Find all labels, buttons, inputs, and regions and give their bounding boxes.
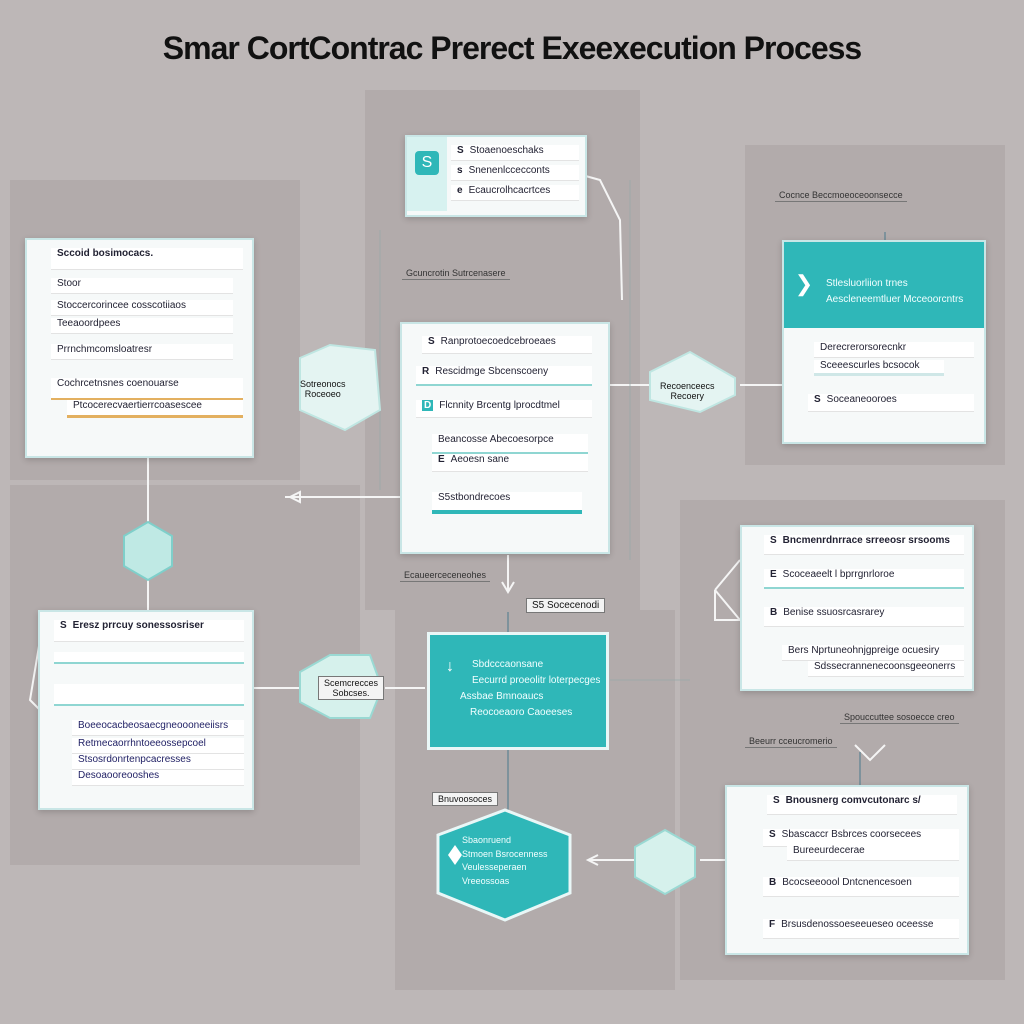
center-bottom-label: Ecaueerceceneohes: [400, 570, 491, 582]
top-card[interactable]: S S Stoaenoeschaks s Snenenlccecconts e Eca…: [405, 135, 587, 217]
top-card-row-3: e Ecaucrolhcacrtces: [451, 185, 579, 201]
center-row-4: Beancosse Abecoesorpce: [432, 434, 588, 454]
s-arrow-icon: ↓: [446, 658, 454, 675]
center-row-1: S Ranprotoecoedcebroeaes: [422, 336, 592, 354]
right-mid-row-4: Bers Nprtuneohnjgpreige ocuesiry: [782, 645, 964, 661]
left-top-header: Sccoid bosimocacs.: [51, 248, 243, 270]
right-bottom-row-4: F Brsusdenossoeseeueseo oceesse: [763, 919, 959, 939]
right-bottom-row-2: Bureeurdecerae: [787, 845, 959, 861]
center-row-3: D Flcnnity Brcentg lprocdtmel: [416, 400, 592, 418]
center-row-2: R Rescidmge Sbcenscoeny: [416, 366, 592, 386]
left-mid-row-4: Desoaooreooshes: [72, 770, 244, 786]
right-top-card[interactable]: ❯ Stlesluorliion trnes Aescleneemtluer M…: [782, 240, 986, 444]
left-mid-band-2: [54, 684, 244, 706]
left-top-row-1: Stoor: [51, 278, 233, 294]
teal-center-line4: Reocoeaoro Caoeeses: [470, 707, 573, 718]
center-card[interactable]: S Ranprotoecoedcebroeaes R Rescidmge Sbcen…: [400, 322, 610, 554]
center-row-5: E Aeoesn sane: [432, 454, 588, 472]
right-bottom-card[interactable]: S Bnousnerg comvcutonarc s/ S Sbascaccr Bs…: [725, 785, 969, 955]
left-top-row-4: Prrnchmcomsloatresr: [51, 344, 233, 360]
hex-bottom-text: Sbaonruend Stmoen Bsrocenness Veulessepe…: [462, 835, 548, 886]
right-bottom-side-label: Beeurr cceucromerio: [745, 736, 837, 748]
right-mid-row-1: S Bncmenrdnrrace srreeosr srsooms: [764, 535, 964, 555]
right-mid-row-2: E Scoceaeelt l bprrgnrloroe: [764, 569, 964, 589]
center-teal-card[interactable]: ↓ Sbdcccaonsane Eecurrd proeolitr loterp…: [427, 632, 609, 750]
top-card-row-2: s Snenenlccecconts: [451, 165, 579, 181]
left-mid-card[interactable]: S Eresz prrcuy sonessosriser Boeeocacbeos…: [38, 610, 254, 810]
hexagon-node-center-right: [649, 350, 736, 414]
right-bottom-label: Spouccuttee sosoecce creo: [840, 712, 959, 724]
teal-center-line3: Assbae Bmnoaucs: [460, 691, 544, 702]
right-top-teal-line1: Stlesluorliion trnes: [826, 278, 908, 289]
hexagon-node-center-left: [299, 343, 382, 432]
left-mid-connector-box: Scemcrecces Sobcses.: [318, 676, 385, 700]
right-mid-row-5: Sdssecrannenecoonsgeeonerrs: [808, 661, 964, 677]
hexagon-node-left: [123, 520, 173, 582]
right-connector-box: Recoenceecs Recoery: [660, 381, 715, 401]
center-step-tag[interactable]: S5 Socecenodi: [526, 598, 606, 613]
right-mid-row-3: B Benise ssuosrcasrarey: [764, 607, 964, 627]
right-mid-card[interactable]: S Bncmenrdnrrace srreeosr srsooms E Scocea…: [740, 525, 974, 691]
page-title: Smar CortContrac Prerect Exeexecution Pr…: [162, 30, 862, 66]
left-mid-header: S Eresz prrcuy sonessosriser: [54, 620, 244, 642]
top-card-row-1: S Stoaenoeschaks: [451, 145, 579, 161]
right-top-teal-line2: Aescleneemtluer Mcceoorcntrs: [826, 294, 964, 305]
left-mid-row-3: Stsosrdonrtenpcacresses: [72, 754, 244, 770]
left-top-card[interactable]: Sccoid bosimocacs. Stoor Stoccercorincee…: [25, 238, 254, 458]
hexagon-bottom-center: [436, 808, 572, 922]
center-row-6: S5stbondrecoes: [432, 492, 582, 514]
hexagon-node-bottom-right: [634, 828, 696, 896]
top-center-label: Gcuncrotin Sutrcenasere: [402, 268, 510, 280]
left-mid-row-1: Boeeocacbeosaecgneoooneeiisrs: [72, 720, 244, 736]
top-card-icon-block: S: [407, 137, 447, 211]
right-top-row-2: Sceeescurles bcsocok: [814, 360, 944, 376]
left-mid-band-1: [54, 652, 244, 664]
teal-center-line2: Eecurrd proeolitr loterpecges: [472, 675, 601, 686]
right-top-teal-header: ❯ Stlesluorliion trnes Aescleneemtluer M…: [784, 242, 984, 328]
left-top-row-2: Stoccercorincee cosscotiiaos: [51, 300, 233, 316]
teal-center-line1: Sbdcccaonsane: [472, 659, 544, 670]
hex-bottom-label: Bnuvoosoces: [432, 792, 499, 806]
right-top-row-1: Derecrerorsorecnkr: [814, 342, 974, 358]
right-bottom-row-3: B Bcocseeoool Dntcnencesoen: [763, 877, 959, 897]
arrow-right-icon: ❯: [794, 271, 814, 296]
left-top-row-6: Ptcocerecvaertierrcoasescee: [67, 400, 243, 418]
right-bottom-header: S Bnousnerg comvcutonarc s/: [767, 795, 957, 815]
left-top-row-5: Cochrcetnsnes coenouarse: [51, 378, 243, 400]
left-top-row-3: Teeaoordpees: [51, 318, 233, 334]
right-top-row-3: S Soceaneooroes: [808, 394, 974, 412]
left-connector-box: Sotreonocs Roceoeo: [300, 379, 346, 399]
right-top-label: Cocnce Beccmoeoceoonsecce: [775, 190, 907, 202]
left-mid-row-2: Retmecaorrhntoeeossepcoel: [72, 738, 244, 754]
s-badge-icon: S: [415, 151, 439, 175]
